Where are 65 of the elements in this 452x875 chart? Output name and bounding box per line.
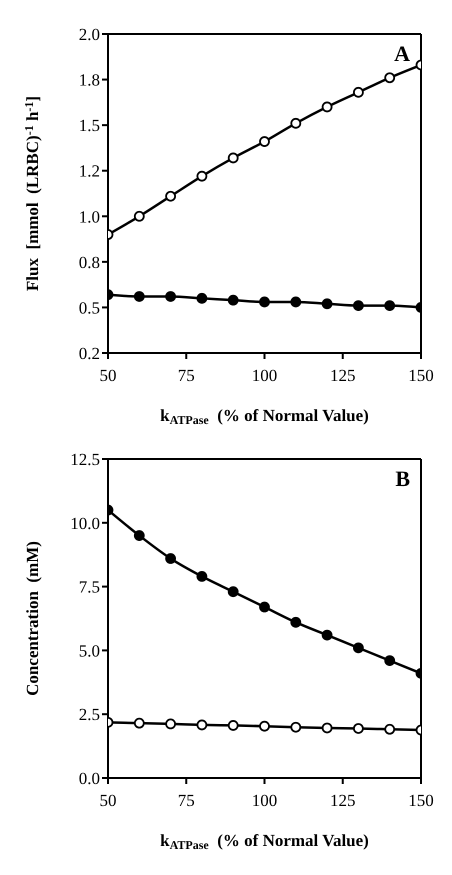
point [134, 530, 145, 541]
x-tick-label: 100 [252, 366, 278, 386]
y-tick-label: 1.2 [78, 162, 100, 181]
x-tick-label: 125 [330, 791, 356, 810]
x-tick-label: 100 [252, 791, 278, 810]
y-tick-label: 10.0 [70, 514, 100, 533]
x-axis-title: k$_{ATPase}$ (% of Normal Value) [160, 406, 369, 427]
point [290, 118, 302, 129]
point [353, 723, 364, 734]
y-tick-label: 5.0 [78, 641, 100, 660]
point [290, 616, 302, 628]
y-tick-label: 7.5 [78, 578, 100, 597]
x-axis-title: k$_{ATPase}$ (% of Normal Value) [160, 831, 369, 852]
point [259, 136, 270, 147]
point [196, 292, 208, 304]
point [165, 718, 176, 730]
point [196, 170, 208, 182]
point [165, 190, 176, 202]
y-tick-label: 2.0 [78, 25, 100, 44]
annotation: B [395, 466, 410, 492]
point [290, 722, 302, 733]
y-tick-label: 0.0 [78, 769, 100, 788]
point [384, 724, 396, 735]
x-tick-label: 150 [408, 791, 434, 810]
point [134, 291, 145, 302]
y-tick-label: 1.0 [78, 207, 100, 226]
point [228, 720, 239, 731]
point [228, 586, 239, 598]
point [259, 296, 270, 308]
y-tick-label: 0.5 [78, 298, 100, 318]
point [259, 602, 270, 612]
point [228, 294, 239, 306]
point [259, 720, 270, 732]
point [228, 152, 239, 164]
x-tick-label: 75 [178, 791, 195, 810]
y-tick-label: 12.5 [70, 450, 100, 470]
x-tick-label: 125 [330, 366, 356, 386]
point [322, 630, 332, 640]
point [384, 300, 396, 312]
annotation: A [394, 41, 410, 67]
point [353, 300, 364, 312]
y-tick-label: 0.8 [78, 252, 100, 272]
y-axis-title: Concentration (mM) [23, 541, 42, 696]
point [384, 72, 396, 84]
point [165, 291, 176, 302]
x-tick-label: 50 [100, 366, 116, 386]
point [134, 718, 145, 729]
point [196, 570, 208, 582]
y-tick-label: 1.5 [78, 116, 100, 136]
x-tick-label: 150 [408, 366, 434, 386]
point [353, 642, 364, 654]
point [353, 86, 364, 98]
point [322, 298, 332, 310]
y-tick-label: 1.8 [78, 70, 100, 90]
x-tick-label: 75 [178, 366, 195, 386]
point [384, 655, 396, 666]
point [165, 553, 176, 564]
point [134, 210, 145, 222]
y-tick-label: 0.2 [78, 344, 100, 364]
point [290, 296, 302, 308]
y-tick-label: 2.5 [78, 705, 100, 724]
point [322, 722, 332, 734]
x-tick-label: 50 [100, 791, 116, 810]
point [322, 102, 332, 112]
point [196, 720, 208, 730]
